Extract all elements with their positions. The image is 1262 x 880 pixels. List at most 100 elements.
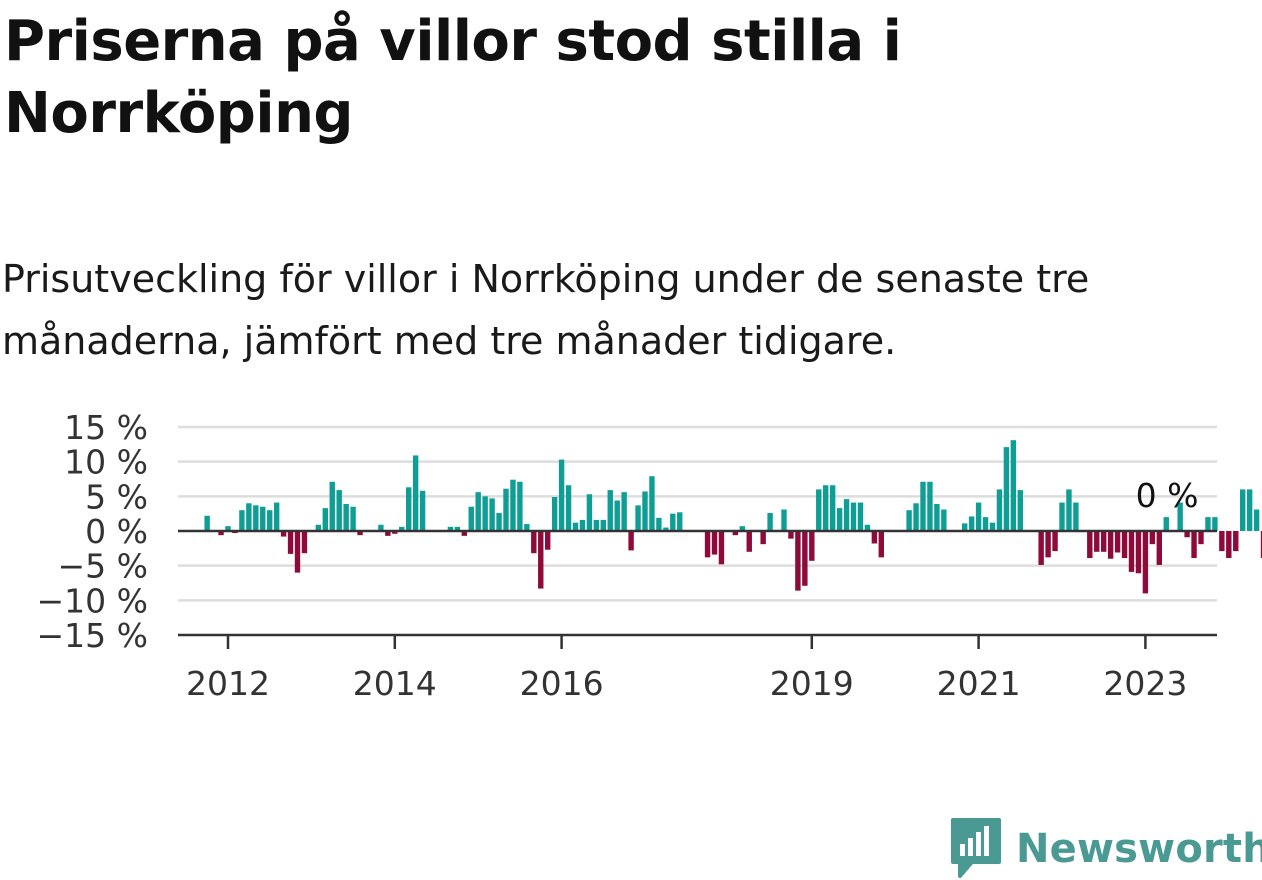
bar: [858, 503, 863, 531]
bar: [628, 531, 633, 550]
x-tick-label: 2016: [520, 664, 604, 703]
bar: [879, 531, 884, 557]
bar: [1191, 531, 1196, 558]
bar: [1087, 531, 1092, 558]
bar: [649, 476, 654, 531]
bar: [1219, 531, 1224, 551]
bar: [816, 489, 821, 531]
bar: [983, 517, 988, 531]
bar: [642, 491, 647, 531]
x-tick-label: 2019: [770, 664, 854, 703]
bar: [1018, 490, 1023, 531]
y-tick-label: 5 %: [85, 477, 148, 516]
bar: [482, 496, 487, 531]
bar: [253, 505, 258, 531]
bar: [469, 507, 474, 531]
bar: [656, 518, 661, 531]
bar: [1136, 531, 1141, 573]
bar: [406, 487, 411, 531]
bar: [976, 503, 981, 531]
bar: [1233, 531, 1238, 551]
bar: [705, 531, 710, 557]
bar: [615, 500, 620, 531]
bar: [531, 531, 536, 553]
bar: [330, 482, 335, 531]
bar: [580, 520, 585, 531]
bar: [837, 508, 842, 531]
bar: [608, 490, 613, 531]
bar: [830, 485, 835, 531]
bar: [747, 531, 752, 552]
bar: [1004, 447, 1009, 531]
bar: [1205, 517, 1210, 531]
bar: [1073, 503, 1078, 531]
bar: [413, 455, 418, 531]
bar: [1038, 531, 1043, 565]
bar: [621, 492, 626, 531]
bar: [510, 480, 515, 531]
bar: [204, 516, 209, 531]
bar: [496, 513, 501, 531]
bar: [844, 499, 849, 531]
bar: [295, 531, 300, 573]
bar: [802, 531, 807, 586]
bar: [677, 512, 682, 531]
bar: [545, 531, 550, 550]
bar: [809, 531, 814, 561]
bar: [302, 531, 307, 553]
bar: [927, 482, 932, 531]
y-tick-label: −15 %: [37, 616, 149, 655]
bar: [337, 490, 342, 531]
x-tick-label: 2023: [1103, 664, 1187, 703]
bar: [503, 489, 508, 531]
bar: [274, 503, 279, 531]
bar: [1101, 531, 1106, 552]
bar: [1198, 531, 1203, 544]
bar: [712, 531, 717, 555]
bar: [719, 531, 724, 564]
bar: [851, 503, 856, 531]
bar: [594, 520, 599, 531]
x-tick-label: 2021: [937, 664, 1021, 703]
bar: [1115, 531, 1120, 552]
bar: [1011, 440, 1016, 531]
bar: [1129, 531, 1134, 572]
bar: [267, 510, 272, 531]
bar: [566, 485, 571, 531]
bar: [941, 510, 946, 531]
bar: [1143, 531, 1148, 593]
y-tick-label: 15 %: [64, 408, 148, 447]
bar: [1226, 531, 1231, 558]
bar: [476, 492, 481, 531]
bar: [969, 516, 974, 531]
bar: [1247, 489, 1252, 531]
bars: [204, 440, 1262, 593]
bar: [920, 482, 925, 531]
y-tick-label: 10 %: [64, 443, 148, 482]
bar: [1059, 503, 1064, 531]
bar: [1045, 531, 1050, 557]
bar: [517, 482, 522, 531]
bar: [1150, 531, 1155, 544]
chart-subtitle: Prisutveckling för villor i Norrköping u…: [2, 248, 1252, 372]
bar: [246, 503, 251, 531]
bar: [906, 510, 911, 531]
bar: [1157, 531, 1162, 565]
brand: Newsworthy: [950, 818, 1262, 880]
bar: [601, 520, 606, 531]
bar: [260, 507, 265, 531]
bar: [1052, 531, 1057, 551]
bar: [934, 504, 939, 531]
y-tick-label: −5 %: [58, 547, 149, 586]
bar: [1254, 510, 1259, 531]
y-tick-label: −10 %: [37, 581, 149, 620]
bar: [1212, 517, 1217, 531]
bar: [767, 513, 772, 531]
bar: [913, 503, 918, 531]
bar: [1122, 531, 1127, 558]
x-tick-label: 2012: [186, 664, 270, 703]
bar: [489, 498, 494, 531]
newsworthy-logo-icon: [950, 818, 1002, 880]
bar: [587, 494, 592, 531]
